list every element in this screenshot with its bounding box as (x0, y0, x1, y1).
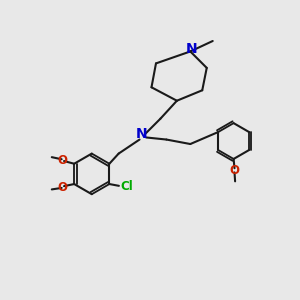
Text: Cl: Cl (120, 180, 133, 193)
Text: N: N (136, 127, 148, 141)
Text: O: O (230, 164, 239, 177)
Text: O: O (58, 154, 68, 167)
Text: O: O (58, 181, 68, 194)
Text: N: N (186, 42, 198, 56)
